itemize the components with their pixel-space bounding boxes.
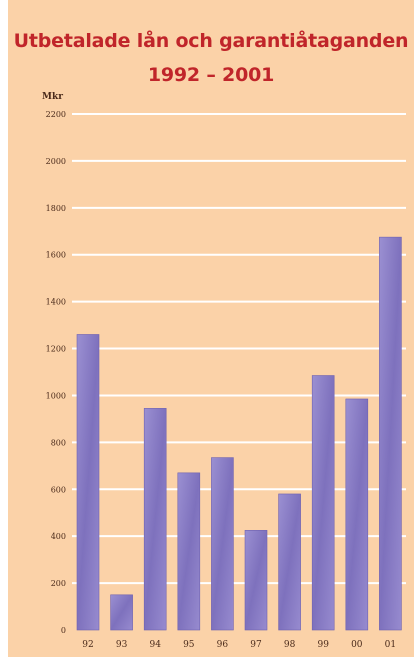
bar-95 bbox=[177, 472, 201, 631]
y-tick-label: 1800 bbox=[46, 204, 66, 213]
chart-panel: Utbetalade lån och garantiåtaganden 1992… bbox=[8, 0, 414, 657]
bar-96 bbox=[211, 457, 234, 631]
chart-title: Utbetalade lån och garantiåtaganden bbox=[13, 30, 409, 52]
bar-00 bbox=[345, 398, 369, 631]
y-tick-label: 2000 bbox=[46, 157, 66, 166]
bar-97 bbox=[244, 530, 268, 631]
y-tick-label: 1200 bbox=[46, 345, 66, 354]
y-tick-label: 800 bbox=[51, 438, 66, 447]
x-tick-label: 95 bbox=[183, 640, 195, 650]
bar-01 bbox=[379, 236, 402, 631]
bar-94 bbox=[143, 408, 167, 631]
y-tick-label: 1000 bbox=[46, 391, 66, 400]
y-axis-unit-label: Mkr bbox=[42, 92, 63, 102]
y-tick-label: 1600 bbox=[46, 251, 66, 260]
bar-93 bbox=[110, 594, 133, 631]
x-tick-label: 96 bbox=[217, 640, 229, 650]
x-tick-label: 98 bbox=[284, 640, 296, 650]
bar-99 bbox=[311, 375, 335, 631]
y-tick-label: 2200 bbox=[46, 110, 66, 119]
y-tick-label: 0 bbox=[61, 626, 66, 635]
x-tick-label: 92 bbox=[82, 640, 93, 650]
y-tick-label: 200 bbox=[51, 579, 66, 588]
y-tick-label: 400 bbox=[51, 532, 66, 541]
y-tick-label: 1400 bbox=[46, 298, 66, 307]
bar-chart: Mkr 0 200 400 600 800 1000 1200 1400 1600 1800 2000… bbox=[42, 92, 406, 650]
y-tick-label: 600 bbox=[51, 485, 66, 494]
x-tick-label: 93 bbox=[116, 640, 128, 650]
chart-subtitle: 1992 – 2001 bbox=[147, 64, 275, 86]
bar-98 bbox=[278, 493, 301, 631]
x-tick-label: 97 bbox=[250, 640, 262, 650]
bar-92 bbox=[76, 334, 100, 631]
x-tick-label: 00 bbox=[351, 640, 363, 650]
x-tick-label: 99 bbox=[317, 640, 329, 650]
x-tick-label: 01 bbox=[385, 640, 396, 650]
x-tick-label: 94 bbox=[149, 640, 161, 650]
